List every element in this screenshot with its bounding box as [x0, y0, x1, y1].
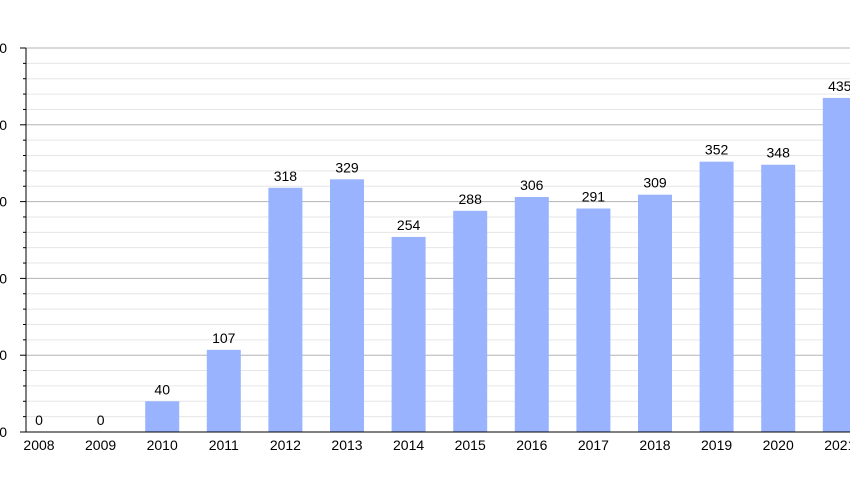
- x-tick-label: 2014: [393, 437, 424, 453]
- y-tick-label: 400: [0, 117, 7, 133]
- y-tick-label: 0: [0, 424, 7, 440]
- x-tick-label: 2021: [824, 437, 850, 453]
- bar-value-label: 40: [154, 381, 170, 397]
- bar-2015: [453, 210, 488, 432]
- bar-2021: [822, 97, 850, 433]
- bar-2013: [330, 179, 364, 432]
- bar-value-label: 288: [459, 191, 483, 207]
- bar-value-label: 435: [828, 78, 850, 94]
- y-tick-label: 200: [0, 270, 7, 286]
- x-tick-label: 2017: [578, 437, 609, 453]
- bar-2019: [699, 161, 734, 432]
- x-tick-label: 2015: [455, 437, 486, 453]
- bar-value-label: 309: [643, 175, 667, 191]
- x-tick-label: 2020: [763, 437, 794, 453]
- bar-2016: [514, 196, 549, 432]
- bars: [145, 97, 850, 433]
- bar-value-label: 306: [520, 177, 544, 193]
- bar-2014: [391, 236, 426, 432]
- x-tick-label: 2018: [639, 437, 670, 453]
- bar-value-label: 107: [212, 330, 236, 346]
- bar-2018: [638, 194, 672, 432]
- bar-2010: [145, 401, 180, 432]
- x-tick-label: 2012: [270, 437, 301, 453]
- y-tick-label: 300: [0, 194, 7, 210]
- axes: [20, 47, 850, 433]
- y-tick-label: 100: [0, 347, 7, 363]
- x-tick-label: 2016: [516, 437, 547, 453]
- bar-value-label: 348: [767, 145, 791, 161]
- bar-value-label: 318: [274, 168, 298, 184]
- bar-value-labels: 0 0 40 107 318 329 254 288 306 291 309 352 348 435: [35, 78, 850, 428]
- bar-value-label: 291: [582, 189, 606, 205]
- x-tick-label: 2019: [701, 437, 732, 453]
- x-tick-label: 2013: [331, 437, 362, 453]
- x-axis-tick-labels: 2008 2009 2010 2011 2012 2013 2014 2015 2016 2017…: [23, 437, 850, 453]
- bar-2011: [206, 349, 241, 432]
- bar-value-label: 0: [97, 412, 105, 428]
- x-tick-label: 2009: [85, 437, 116, 453]
- x-tick-label: 2008: [23, 437, 54, 453]
- bar-value-label: 254: [397, 217, 421, 233]
- bar-2020: [761, 164, 796, 432]
- y-axis-tick-labels: 0 100 200 300 400 500: [0, 40, 7, 440]
- bar-value-label: 352: [705, 142, 729, 158]
- bar-2012: [268, 187, 303, 432]
- x-tick-label: 2011: [209, 437, 239, 453]
- y-tick-label: 500: [0, 40, 7, 56]
- bar-value-label: 329: [335, 159, 359, 175]
- x-tick-label: 2010: [147, 437, 178, 453]
- bar-2017: [576, 208, 611, 432]
- bar-value-label: 0: [35, 412, 43, 428]
